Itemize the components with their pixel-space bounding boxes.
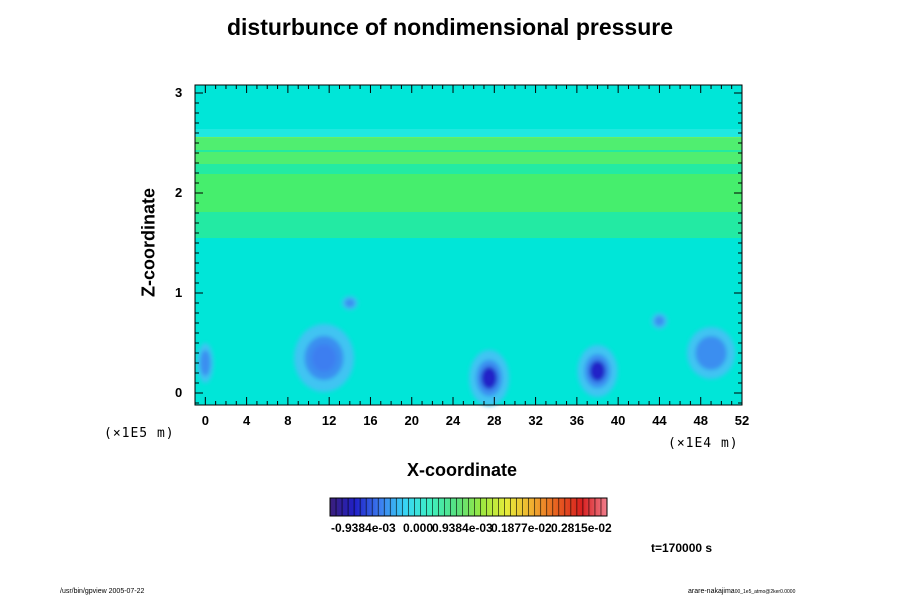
x-tick-label: 52 [734, 413, 750, 428]
x-tick-label: 12 [321, 413, 337, 428]
x-tick-label: 28 [487, 413, 502, 428]
feature-blob [197, 343, 214, 383]
x-tick-label: 4 [242, 413, 251, 428]
feature-layer [197, 296, 736, 406]
x-tick-label: 32 [528, 413, 543, 428]
colorbar-tick-label: 0.000 [403, 521, 434, 535]
x-tick-label: 48 [693, 413, 708, 428]
band-region [195, 138, 742, 238]
footer-right-sub: 00_1e5_atmo@2ker0.0000 [734, 589, 796, 595]
x-tick-label: 40 [610, 413, 626, 428]
colorbar-tick-label: 0.9384e-03 [432, 521, 493, 535]
feature-blob [469, 350, 510, 406]
footer-right: arare-nakajima00_1e5_atmo@2ker0.0000 [688, 588, 795, 595]
feature-blob [577, 345, 618, 397]
colorbar-lines [335, 498, 602, 516]
x-tick-label: 36 [569, 413, 585, 428]
feature-blob [687, 327, 736, 379]
x-tick-label: 24 [445, 413, 461, 428]
footer-left: /usr/bin/gpview 2005-07-22 [60, 588, 145, 595]
x-unit-label: (×1E4 m) [668, 436, 739, 451]
feature-blob [651, 313, 668, 329]
x-axis-label: X-coordinate [407, 460, 518, 480]
x-tick-label: 8 [284, 413, 292, 428]
feature-blob [341, 296, 358, 310]
y-unit-label: (×1E5 m) [104, 426, 175, 441]
chart-title: disturbunce of nondimensional pressure [226, 14, 673, 40]
feature-blob [294, 324, 355, 392]
x-tick-label: 0 [201, 413, 209, 428]
colorbar-tick-label: 0.2815e-02 [551, 521, 612, 535]
x-tick-label: 44 [652, 413, 667, 428]
tick-layer [195, 85, 743, 405]
y-tick-label: 1 [175, 285, 183, 300]
x-tick-label: 16 [363, 413, 378, 428]
colorbar-tick-label: 0.1877e-02 [491, 521, 552, 535]
colorbar-tick-label: -0.9384e-03 [331, 521, 396, 535]
plot-frame [194, 84, 743, 406]
y-axis-label: Z-coordinate [138, 188, 159, 298]
x-tick-label: 20 [404, 413, 419, 428]
time-label: t=170000 s [651, 541, 713, 555]
y-tick-label: 3 [175, 85, 183, 100]
y-tick-label: 0 [175, 385, 183, 400]
band [195, 129, 742, 137]
band-layer [195, 129, 742, 238]
footer-right-main: arare-nakajima [688, 588, 735, 595]
y-tick-label: 2 [175, 185, 183, 200]
